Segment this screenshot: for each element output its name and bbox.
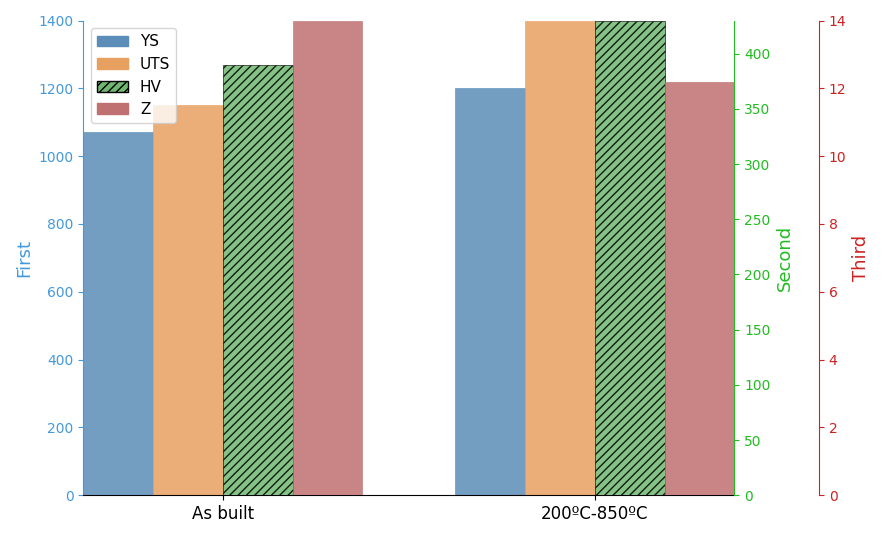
Y-axis label: Second: Second bbox=[776, 225, 794, 291]
Bar bbox=[84, 132, 153, 495]
Bar bbox=[222, 65, 293, 495]
Bar bbox=[456, 88, 525, 495]
Bar bbox=[665, 82, 734, 495]
Bar bbox=[525, 20, 595, 495]
Legend: YS, UTS, HV, Z: YS, UTS, HV, Z bbox=[91, 28, 176, 123]
Bar bbox=[293, 20, 362, 495]
Bar bbox=[595, 20, 665, 495]
Y-axis label: First: First bbox=[15, 239, 33, 277]
Y-axis label: Third: Third bbox=[852, 235, 870, 281]
Bar bbox=[153, 105, 222, 495]
